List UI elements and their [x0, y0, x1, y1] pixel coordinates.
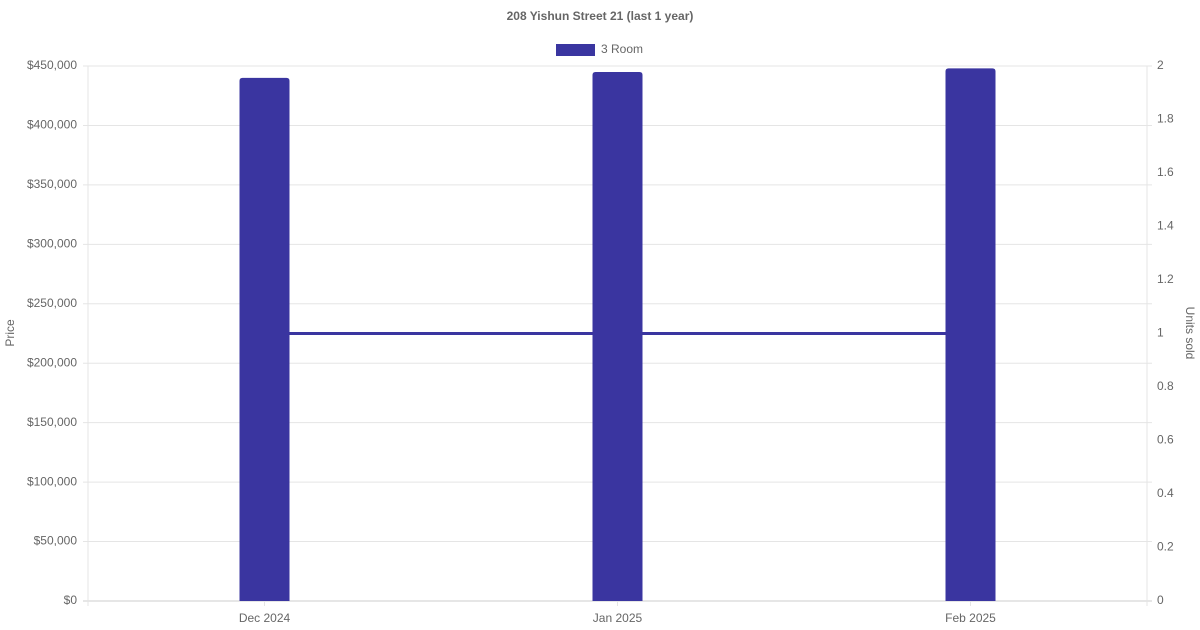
y-tick-label: $200,000	[27, 355, 77, 369]
y-tick-label: $300,000	[27, 237, 77, 251]
y2-tick-label: 1.4	[1157, 219, 1174, 233]
y-axis-title: Price	[3, 319, 17, 347]
y2-tick-label: 1	[1157, 326, 1164, 340]
y2-tick-label: 1.2	[1157, 272, 1174, 286]
y2-tick-label: 0.4	[1157, 486, 1174, 500]
y-tick-label: $350,000	[27, 177, 77, 191]
y2-tick-label: 0.8	[1157, 379, 1174, 393]
y-tick-label: $450,000	[27, 58, 77, 72]
y2-tick-label: 0.6	[1157, 433, 1174, 447]
y-tick-label: $100,000	[27, 474, 77, 488]
legend-swatch	[556, 44, 595, 56]
x-tick-label: Dec 2024	[239, 611, 291, 625]
bar	[592, 71, 643, 601]
x-tick-label: Feb 2025	[945, 611, 996, 625]
y-tick-label: $50,000	[34, 534, 78, 548]
y-tick-label: $0	[64, 593, 78, 607]
y-tick-label: $400,000	[27, 118, 77, 132]
y-tick-label: $250,000	[27, 296, 77, 310]
chart-title: 208 Yishun Street 21 (last 1 year)	[507, 9, 694, 23]
x-tick-label: Jan 2025	[593, 611, 643, 625]
y2-tick-label: 1.8	[1157, 112, 1174, 126]
y2-axis-title: Units sold	[1183, 307, 1197, 360]
y2-tick-label: 0	[1157, 593, 1164, 607]
y2-tick-label: 1.6	[1157, 165, 1174, 179]
y2-tick-label: 2	[1157, 58, 1164, 72]
y-tick-label: $150,000	[27, 415, 77, 429]
bar	[239, 77, 290, 601]
legend-label: 3 Room	[601, 42, 643, 56]
y2-tick-label: 0.2	[1157, 540, 1174, 554]
